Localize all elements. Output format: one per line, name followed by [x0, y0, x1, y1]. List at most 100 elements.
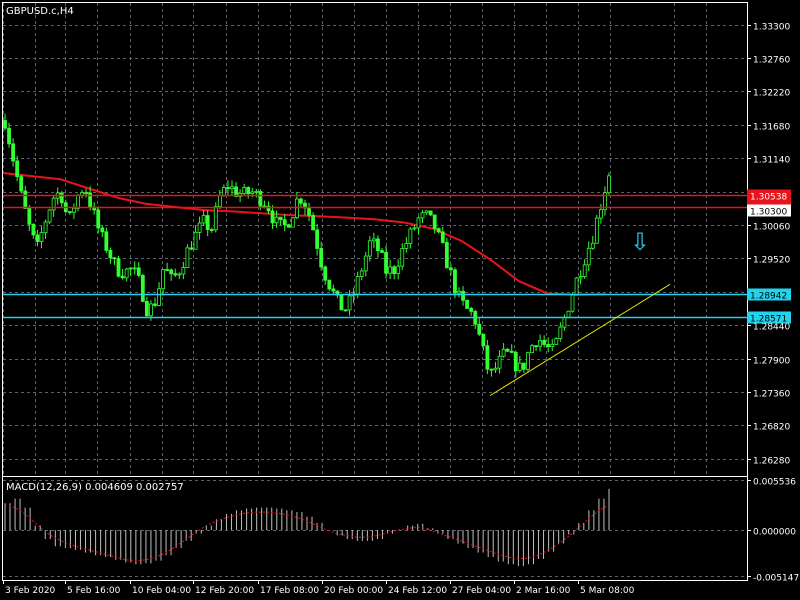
candle-bull	[566, 310, 571, 318]
candle-bear	[465, 299, 470, 309]
chart-title: GBPUSD.c,H4	[6, 6, 74, 17]
candle-bear	[436, 228, 441, 233]
candle-bull	[497, 355, 502, 369]
y-tick-label: 1.26820	[753, 423, 790, 433]
candle-bear	[449, 267, 453, 271]
macd-grid	[3, 480, 747, 577]
candle-bear	[509, 350, 514, 353]
candle-bear	[323, 266, 328, 281]
level-tag-label: 1.28571	[750, 315, 787, 325]
candle-bull	[574, 277, 579, 296]
candle-bull	[197, 222, 202, 233]
candle-bear	[286, 224, 291, 228]
candle-bear	[205, 215, 210, 230]
candle-bull	[177, 273, 182, 276]
level-tag-label: 1.28942	[750, 292, 787, 302]
candle-bull	[355, 276, 360, 295]
candle-bear	[521, 362, 526, 370]
candle-bear	[282, 219, 287, 226]
candle-bear	[343, 309, 348, 312]
candle-bear	[234, 186, 238, 197]
x-tick-label: 3 Feb 2020	[5, 586, 56, 596]
candle-bull	[594, 217, 599, 244]
trendline[interactable]	[489, 283, 671, 397]
candle-bull	[404, 243, 409, 249]
y-tick-label: 1.32220	[753, 89, 790, 99]
candle-bear	[246, 187, 251, 195]
candle-bear	[546, 344, 551, 347]
candle-bull	[590, 242, 595, 249]
candle-bear	[505, 348, 510, 352]
candle-bear	[270, 210, 275, 224]
candle-bear	[392, 266, 397, 274]
candle-bear	[485, 345, 490, 370]
x-tick-label: 5 Mar 08:00	[580, 586, 635, 596]
moving-average-line	[2, 172, 606, 296]
macd-title: MACD(12,26,9) 0.004609 0.002757	[6, 482, 184, 493]
candle-bull	[230, 186, 234, 190]
candle-bull	[558, 326, 563, 339]
x-tick-label: 2 Mar 16:00	[516, 586, 571, 596]
candle-bull	[201, 215, 206, 224]
candle-bear	[278, 216, 283, 221]
candle-bull	[213, 206, 218, 231]
candle-bear	[307, 207, 311, 216]
candle-bear	[173, 273, 178, 276]
candle-bull	[562, 316, 567, 328]
candle-bear	[226, 187, 230, 190]
x-tick-label: 27 Feb 04:00	[452, 586, 511, 596]
macd-signal-line	[4, 504, 610, 562]
y-tick-label: 1.31680	[753, 123, 790, 133]
candle-bear	[327, 279, 332, 290]
x-tick-label: 12 Feb 20:00	[195, 586, 254, 596]
candle-bull	[416, 217, 421, 229]
last-price-tag-label: 1.30300	[750, 208, 787, 218]
candle-bull	[554, 338, 559, 345]
candle-bull	[294, 198, 299, 219]
candle-bear	[299, 198, 303, 204]
candle-bull	[530, 345, 534, 354]
y-tick-label: 1.28440	[753, 323, 790, 333]
candle-bull	[274, 216, 279, 224]
candle-bear	[258, 191, 263, 207]
candle-bear	[489, 368, 494, 371]
candle-bull	[76, 194, 80, 209]
candle-bear	[59, 192, 64, 204]
candle-bear	[432, 214, 437, 230]
macd-signal-path	[4, 504, 610, 562]
candle-bull	[347, 295, 352, 311]
candle-bear	[35, 234, 40, 242]
candle-bear	[120, 275, 125, 279]
last-price-tag-bg	[747, 204, 791, 217]
down-arrow-icon[interactable]: ⇩	[630, 228, 650, 256]
macd-axis: 0.005536 0.000000 -0.005147	[747, 478, 799, 584]
trendline-path	[489, 283, 671, 397]
y-tick-label: 1.32760	[753, 56, 790, 66]
level-tag-bg	[747, 311, 791, 324]
candle-bear	[315, 229, 320, 249]
candle-bull	[570, 294, 575, 312]
candle-bull	[124, 268, 129, 279]
candle-bull	[582, 264, 587, 277]
candle-bull	[221, 187, 226, 196]
candle-bull	[39, 232, 44, 242]
candle-bear	[319, 247, 324, 268]
candle-bear	[428, 210, 433, 216]
candle-bear	[96, 209, 101, 229]
candle-bear	[136, 267, 141, 276]
x-tick-label: 20 Feb 00:00	[324, 586, 383, 596]
horizontal-levels[interactable]	[3, 194, 747, 319]
y-tick-label: 1.27900	[753, 357, 790, 367]
candle-bear	[153, 303, 157, 306]
candle-bull	[550, 343, 555, 347]
candle-bear	[331, 288, 336, 292]
candle-bull	[371, 238, 376, 242]
candle-bear	[339, 294, 344, 311]
candle-bull	[412, 227, 417, 230]
candle-bull	[517, 362, 522, 372]
candle-bear	[23, 190, 28, 209]
candle-bear	[542, 340, 547, 345]
